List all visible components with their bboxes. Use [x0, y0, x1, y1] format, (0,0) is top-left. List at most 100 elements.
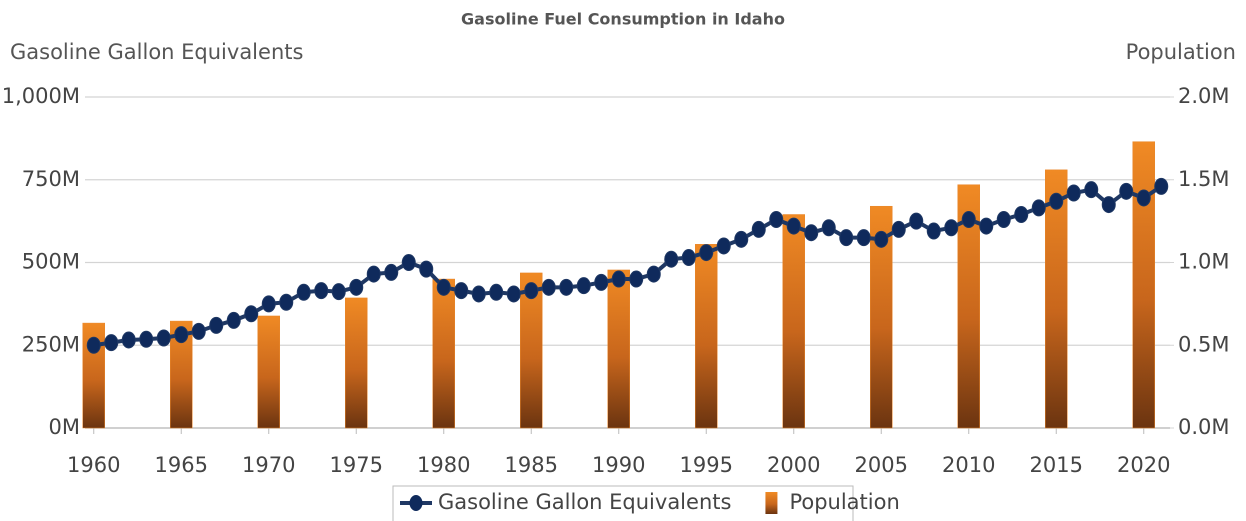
marker [734, 230, 749, 248]
marker [1119, 182, 1134, 200]
marker [139, 330, 154, 348]
x-tick-label: 1990 [592, 453, 645, 477]
marker [786, 217, 801, 235]
marker [821, 219, 836, 237]
marker [261, 295, 276, 313]
marker [436, 278, 451, 296]
marker [419, 260, 434, 278]
bar [870, 205, 893, 429]
legend-label: Gasoline Gallon Equivalents [438, 490, 731, 514]
y-tick-label: 500M [22, 250, 80, 274]
x-tick-label: 2005 [855, 453, 908, 477]
marker [226, 311, 241, 329]
marker [629, 270, 644, 288]
x-tick-label: 1995 [680, 453, 733, 477]
marker [121, 331, 136, 349]
legend-swatch [765, 492, 778, 514]
marker [944, 219, 959, 237]
bar [1132, 141, 1155, 429]
x-tick-label: 2020 [1117, 453, 1170, 477]
x-tick-label: 1960 [67, 453, 120, 477]
marker [751, 220, 766, 238]
marker [86, 336, 101, 354]
y-tick-label: 750M [22, 167, 80, 191]
marker [1136, 189, 1151, 207]
y-axis-title: Gasoline Gallon Equivalents [10, 40, 303, 64]
y2-tick-label: 1.0M [1178, 250, 1230, 274]
marker [1066, 184, 1081, 202]
marker [104, 334, 119, 352]
marker [699, 244, 714, 262]
x-tick-label: 1970 [242, 453, 295, 477]
marker [839, 229, 854, 247]
marker [1049, 192, 1064, 210]
y2-tick-label: 2.0M [1178, 84, 1230, 108]
x-tick-label: 2000 [767, 453, 820, 477]
marker [541, 278, 556, 296]
marker [454, 282, 469, 300]
chart-title: Gasoline Fuel Consumption in Idaho [461, 10, 785, 29]
x-tick-label: 1980 [417, 453, 470, 477]
bar [520, 272, 543, 429]
y-tick-label: 0M [49, 415, 80, 439]
x-tick-label: 1965 [155, 453, 208, 477]
marker [279, 293, 294, 311]
marker [331, 283, 346, 301]
x-tick-label: 2010 [942, 453, 995, 477]
marker [349, 278, 364, 296]
y2-axis-title: Population [1126, 40, 1236, 64]
bar [695, 244, 718, 429]
marker [926, 222, 941, 240]
marker [489, 283, 504, 301]
marker [174, 326, 189, 344]
marker [471, 285, 486, 303]
marker [891, 220, 906, 238]
bar [345, 297, 368, 429]
marker [384, 263, 399, 281]
marker [996, 210, 1011, 228]
marker [156, 329, 171, 347]
marker [1154, 177, 1169, 195]
marker [664, 250, 679, 268]
y-tick-label: 1,000M [2, 84, 80, 108]
bar [607, 269, 630, 429]
marker [1101, 196, 1116, 214]
y2-tick-label: 0.5M [1178, 332, 1230, 356]
marker [594, 273, 609, 291]
bar [1045, 169, 1068, 429]
legend-label: Population [789, 490, 899, 514]
bar [257, 315, 280, 429]
marker [804, 224, 819, 242]
marker [1014, 206, 1029, 224]
marker [681, 249, 696, 267]
x-tick-label: 1975 [330, 453, 383, 477]
marker [961, 210, 976, 228]
marker [366, 265, 381, 283]
marker [559, 278, 574, 296]
y2-tick-label: 0.0M [1178, 415, 1230, 439]
marker [1084, 181, 1099, 199]
marker [874, 230, 889, 248]
y2-tick-label: 1.5M [1178, 167, 1230, 191]
marker [979, 217, 994, 235]
x-tick-label: 2015 [1030, 453, 1083, 477]
marker [314, 282, 329, 300]
marker [244, 305, 259, 323]
y-tick-label: 250M [22, 332, 80, 356]
bar [432, 278, 455, 429]
marker [209, 316, 224, 334]
marker [909, 212, 924, 230]
marker [191, 322, 206, 340]
marker [401, 254, 416, 271]
bar [782, 214, 805, 429]
marker [1031, 199, 1046, 217]
marker [524, 282, 539, 300]
bar [957, 184, 980, 429]
marker [506, 285, 521, 303]
marker [646, 265, 661, 283]
marker [576, 277, 591, 295]
marker [611, 270, 626, 288]
bar [170, 320, 193, 429]
marker [296, 283, 311, 301]
